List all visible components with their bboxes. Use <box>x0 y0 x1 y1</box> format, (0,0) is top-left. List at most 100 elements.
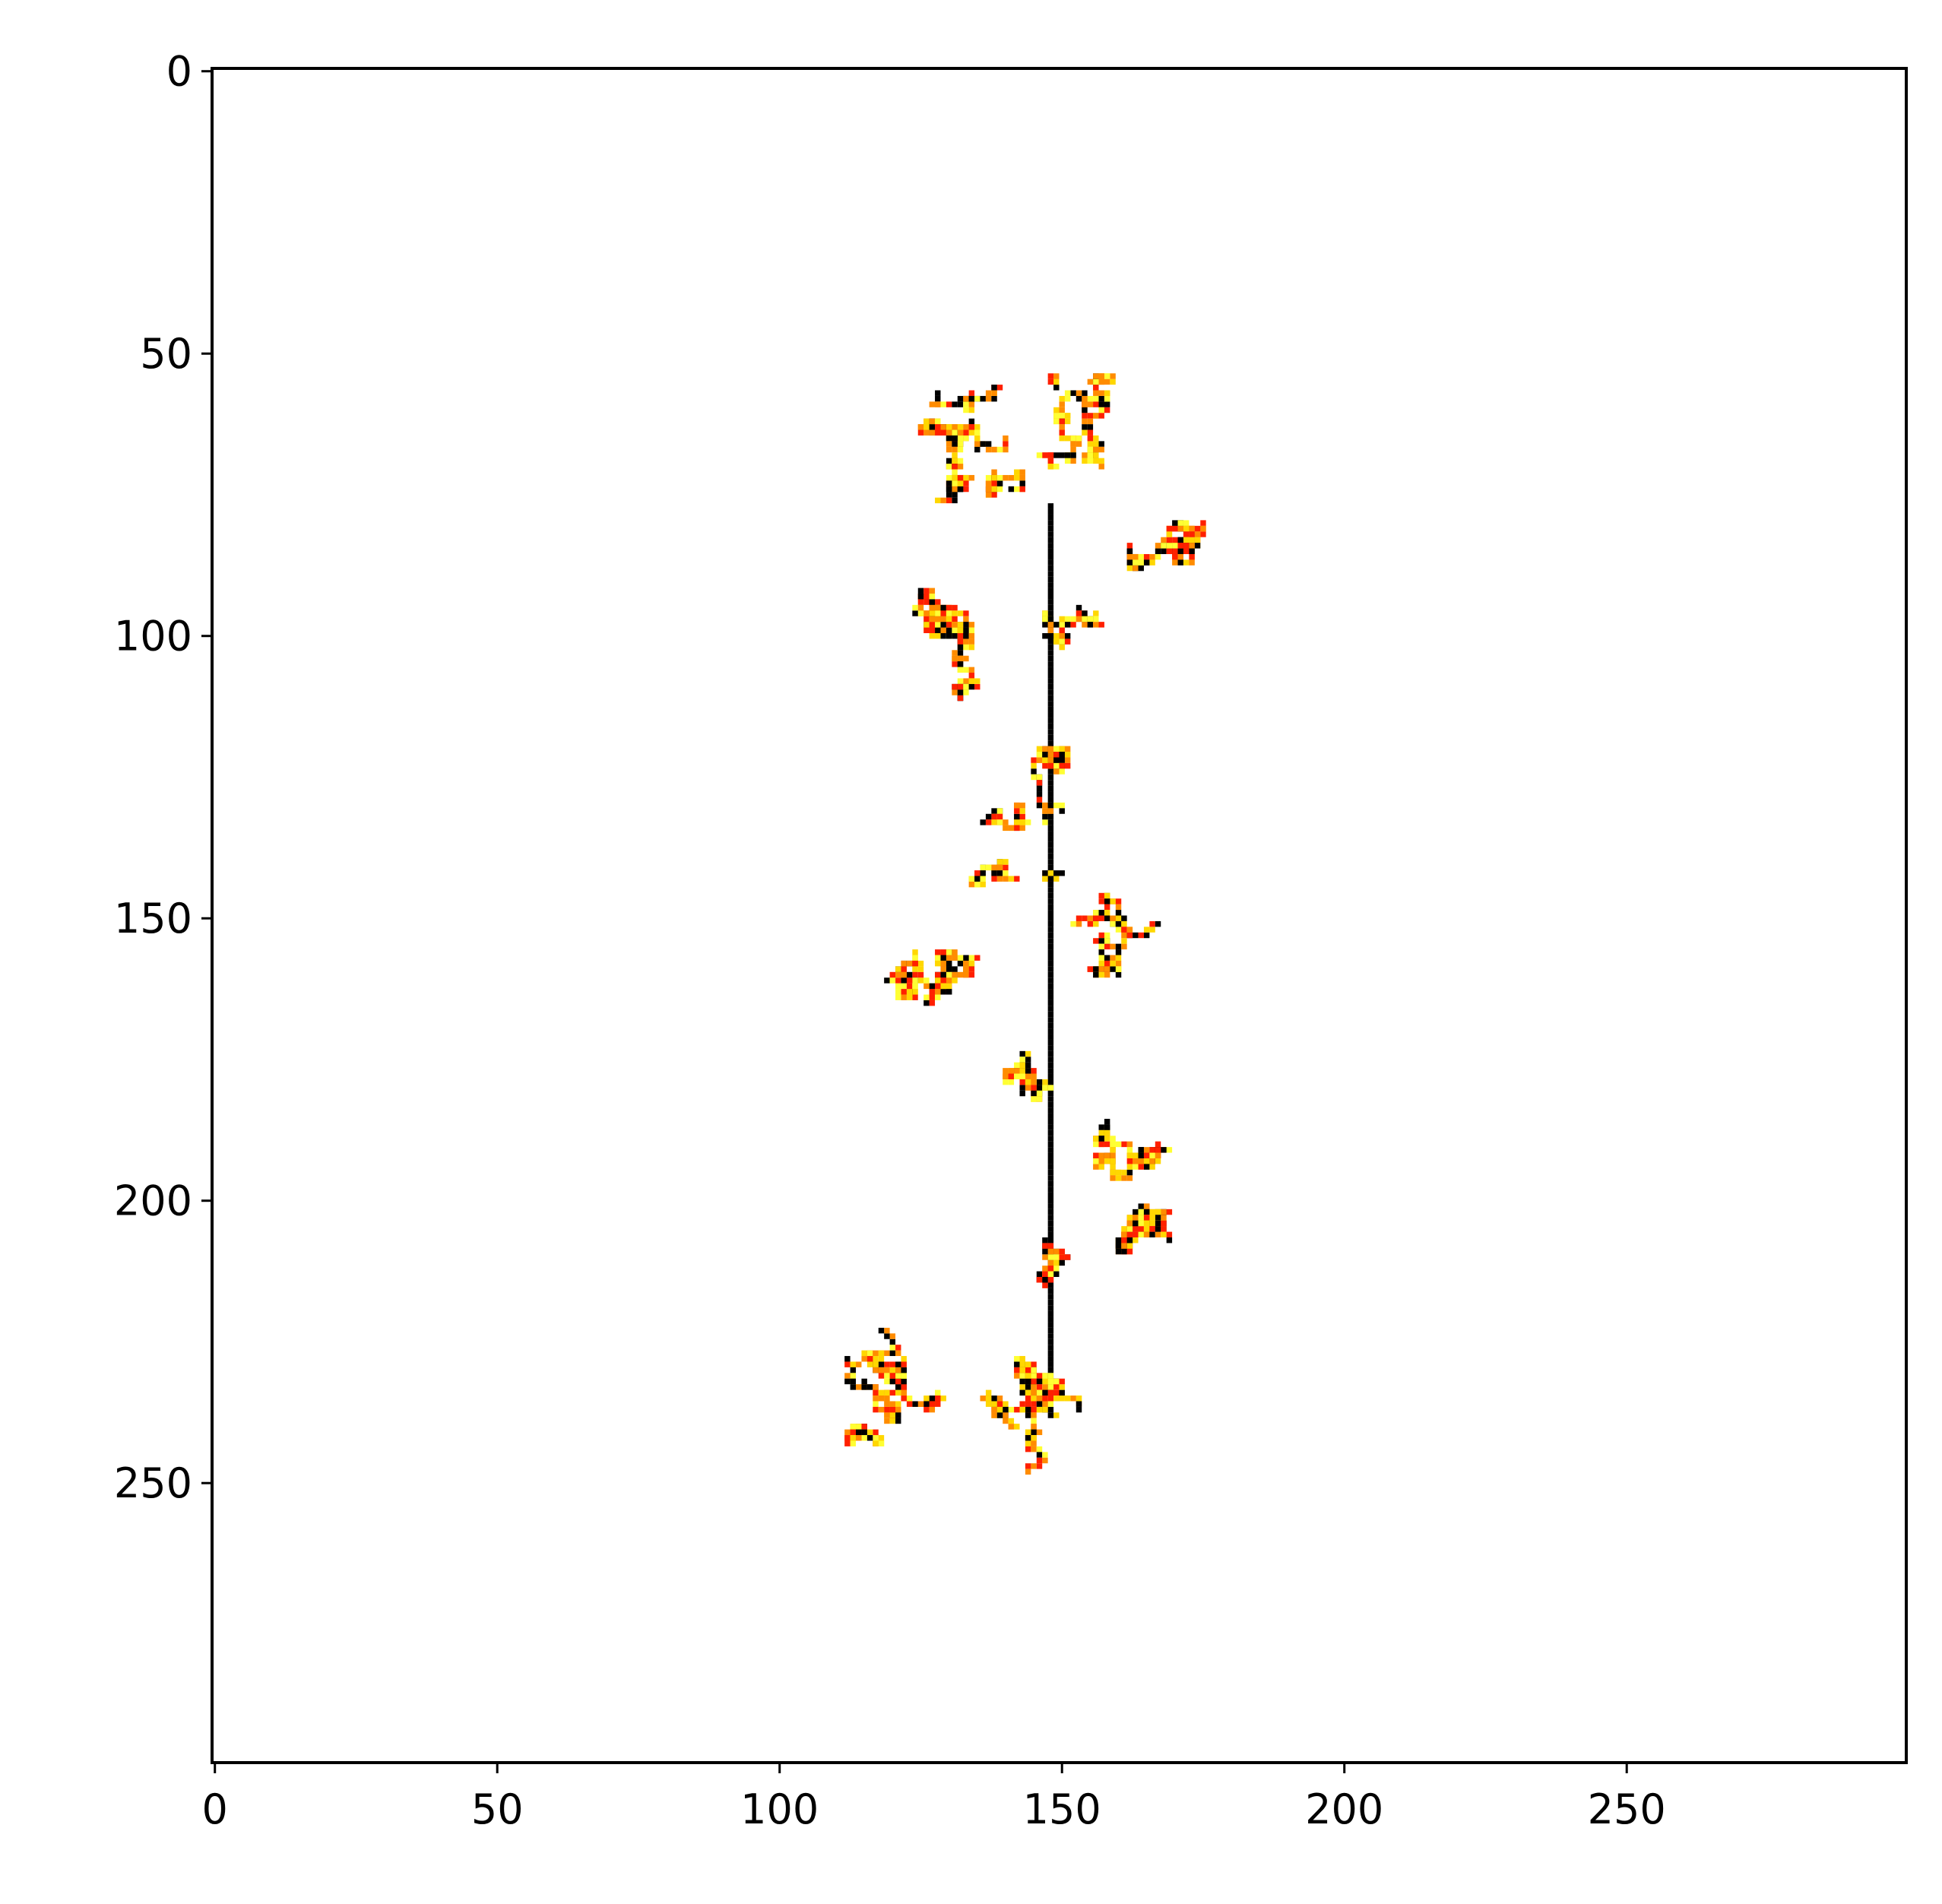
image-pixel <box>1059 752 1065 758</box>
image-pixel <box>991 385 997 391</box>
image-pixel <box>1093 395 1099 402</box>
image-pixel <box>952 474 958 481</box>
image-pixel <box>1042 870 1048 876</box>
image-pixel <box>1098 1124 1104 1130</box>
image-pixel <box>912 966 918 972</box>
image-pixel <box>1059 1254 1065 1260</box>
image-pixel <box>1003 1073 1009 1079</box>
image-pixel <box>1126 1226 1133 1232</box>
image-pixel <box>1042 1457 1048 1464</box>
image-pixel <box>946 960 952 967</box>
image-pixel <box>957 655 964 662</box>
image-pixel <box>952 401 958 407</box>
image-pixel <box>1059 768 1065 775</box>
image-pixel <box>1149 1147 1155 1153</box>
image-pixel <box>952 492 958 498</box>
image-pixel <box>1042 1271 1048 1278</box>
image-pixel <box>1172 543 1178 549</box>
image-pixel <box>1047 977 1054 984</box>
image-pixel <box>957 429 964 436</box>
image-pixel <box>1036 1271 1043 1278</box>
image-pixel <box>1070 441 1076 447</box>
image-pixel <box>1008 1418 1015 1424</box>
image-pixel <box>1093 971 1099 978</box>
image-pixel <box>952 689 958 695</box>
image-pixel <box>940 610 946 616</box>
image-pixel <box>935 1389 941 1396</box>
image-pixel <box>968 966 975 972</box>
image-pixel <box>1098 1164 1104 1170</box>
image-pixel <box>856 1424 862 1430</box>
image-pixel <box>850 1373 857 1379</box>
image-pixel <box>1025 1401 1031 1407</box>
x-tick-label: 200 <box>1305 1785 1383 1833</box>
image-pixel <box>996 480 1003 486</box>
image-pixel <box>1047 1164 1054 1170</box>
image-pixel <box>1064 390 1071 396</box>
image-pixel <box>1149 1209 1155 1215</box>
image-pixel <box>1161 1220 1167 1227</box>
image-pixel <box>1093 390 1099 396</box>
image-pixel <box>1047 667 1054 673</box>
image-pixel <box>1110 1169 1116 1176</box>
image-pixel <box>1138 932 1144 939</box>
image-pixel <box>1003 876 1009 882</box>
image-pixel <box>917 1401 924 1407</box>
image-pixel <box>895 1345 901 1351</box>
image-pixel <box>1047 960 1054 967</box>
image-pixel <box>1076 616 1082 623</box>
image-pixel <box>952 661 958 667</box>
image-pixel <box>957 486 964 493</box>
image-pixel <box>1047 559 1054 565</box>
image-pixel <box>901 966 907 972</box>
image-pixel <box>957 474 964 481</box>
image-pixel <box>1003 864 1009 871</box>
image-pixel <box>940 604 946 611</box>
image-pixel <box>929 593 936 600</box>
image-pixel <box>844 1435 851 1441</box>
image-pixel <box>935 627 941 633</box>
image-pixel <box>1138 1226 1144 1232</box>
image-pixel <box>1110 955 1116 961</box>
image-pixel <box>1053 413 1060 419</box>
image-pixel <box>1149 1152 1155 1158</box>
image-pixel <box>1104 966 1110 972</box>
image-pixel <box>957 424 964 430</box>
image-pixel <box>1189 553 1195 560</box>
image-pixel <box>1031 1367 1037 1373</box>
image-pixel <box>1126 565 1133 572</box>
image-pixel <box>895 989 901 995</box>
image-pixel <box>1036 1457 1043 1464</box>
image-pixel <box>1025 819 1031 825</box>
image-pixel <box>1138 1231 1144 1238</box>
image-pixel <box>1155 1226 1161 1232</box>
image-pixel <box>1133 1231 1139 1238</box>
image-pixel <box>952 616 958 623</box>
image-pixel <box>946 604 952 611</box>
plot-frame <box>211 67 1908 1764</box>
image-pixel <box>1047 576 1054 583</box>
image-pixel <box>1042 633 1048 639</box>
image-pixel <box>1138 1164 1144 1170</box>
image-pixel <box>935 1401 941 1407</box>
image-pixel <box>980 1396 986 1402</box>
image-pixel <box>996 859 1003 865</box>
image-pixel <box>963 683 969 690</box>
image-pixel <box>912 994 918 1000</box>
image-pixel <box>923 1000 930 1006</box>
image-pixel <box>906 989 913 995</box>
image-pixel <box>912 983 918 990</box>
image-pixel <box>878 1373 885 1379</box>
image-pixel <box>952 458 958 464</box>
image-pixel <box>1008 1424 1015 1430</box>
image-pixel <box>1110 943 1116 950</box>
image-pixel <box>923 588 930 594</box>
image-pixel <box>1064 458 1071 464</box>
image-pixel <box>1189 559 1195 565</box>
image-pixel <box>1047 1243 1054 1249</box>
image-pixel <box>1155 1141 1161 1148</box>
image-pixel <box>1047 1356 1054 1362</box>
image-pixel <box>1047 1215 1054 1221</box>
image-pixel <box>912 604 918 611</box>
